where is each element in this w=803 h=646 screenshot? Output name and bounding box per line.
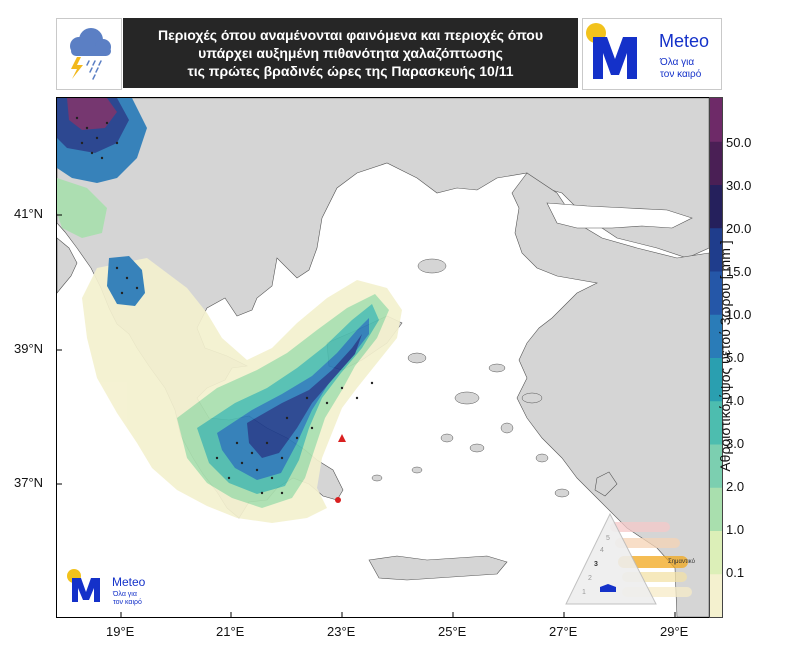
logo-tagline-2: τον καιρό	[660, 68, 702, 80]
hail-warning-pyramid-legend: Σημαντικό 5 4 3 2 1	[560, 512, 705, 612]
colorbar-band	[710, 314, 722, 358]
lon-label-29: 29°E	[660, 624, 689, 639]
lon-label-19: 19°E	[106, 624, 135, 639]
colorbar-tick-15: 15.0	[726, 264, 752, 279]
colorbar-band	[710, 573, 722, 618]
colorbar-title: Αθροιστικό ύψος υετού 3ωρου [ mm ]	[717, 240, 733, 472]
legend-level-4: 4	[600, 547, 604, 554]
colorbar-band	[710, 357, 722, 402]
lon-label-23: 23°E	[327, 624, 356, 639]
title-line-2: υπάρχει αυξημένη πιθανότητα χαλαζόπτωσης	[198, 45, 503, 61]
legend-level-1: 1	[582, 589, 586, 596]
lat-label-41: 41°N	[14, 206, 44, 221]
colorbar-band	[710, 400, 722, 445]
logo-tagline-1: Όλα για	[659, 57, 694, 68]
lon-label-21: 21°E	[216, 624, 245, 639]
small-logo-tagline-1: Όλα για	[112, 591, 137, 598]
legend-level-2: 2	[588, 575, 592, 582]
colorbar-band	[710, 271, 722, 315]
islands	[371, 258, 570, 498]
small-logo-tagline-2: τον καιρό	[113, 598, 142, 606]
title-line-3: τις πρώτες βραδινές ώρες της Παρασκευής …	[187, 63, 514, 79]
colorbar-band	[710, 530, 722, 575]
colorbar-tick-4: 4.0	[726, 393, 745, 408]
precipitation-overlay	[57, 98, 402, 523]
small-logo-name: Meteo	[112, 575, 146, 589]
legend-active-label: Σημαντικό	[668, 558, 696, 565]
colorbar-band	[710, 227, 722, 272]
header-title: Περιοχές όπου αναμένονται φαινόμενα και …	[123, 18, 578, 88]
legend-level-5: 5	[606, 535, 610, 542]
meteo-logo-small: Meteo Όλα για τον καιρό	[64, 566, 164, 606]
hail-probability-dots	[75, 116, 374, 495]
precipitation-colorbar	[709, 97, 723, 618]
colorbar-tick-3: 3.0	[726, 436, 745, 451]
colorbar-tick-20: 20.0	[726, 221, 752, 236]
colorbar-tick-5: 5.0	[726, 350, 745, 365]
axis-ticks	[57, 214, 676, 617]
colorbar-band	[710, 98, 722, 142]
warning-markers	[335, 434, 346, 503]
colorbar-tick-50: 50.0	[726, 135, 752, 150]
colorbar-tick-30: 30.0	[726, 178, 752, 193]
weather-storm-icon	[56, 18, 122, 90]
precipitation-map	[56, 97, 710, 618]
lat-label-37: 37°N	[14, 475, 44, 490]
lat-label-39: 39°N	[14, 341, 44, 356]
logo-name: Meteo	[659, 31, 709, 51]
colorbar-tick-1: 1.0	[726, 522, 745, 537]
colorbar-band	[710, 487, 722, 531]
lon-label-27: 27°E	[549, 624, 578, 639]
colorbar-tick-10: 10.0	[726, 307, 752, 322]
colorbar-band	[710, 184, 722, 229]
colorbar-tick-2: 2.0	[726, 479, 745, 494]
meteo-logo: Meteo Όλα για τον καιρό	[582, 18, 722, 90]
colorbar-tick-0-1: 0.1	[726, 565, 745, 580]
legend-level-3: 3	[594, 561, 598, 568]
colorbar-band	[710, 444, 722, 488]
colorbar-band	[710, 141, 722, 185]
title-line-1: Περιοχές όπου αναμένονται φαινόμενα και …	[158, 27, 543, 43]
lon-label-25: 25°E	[438, 624, 467, 639]
